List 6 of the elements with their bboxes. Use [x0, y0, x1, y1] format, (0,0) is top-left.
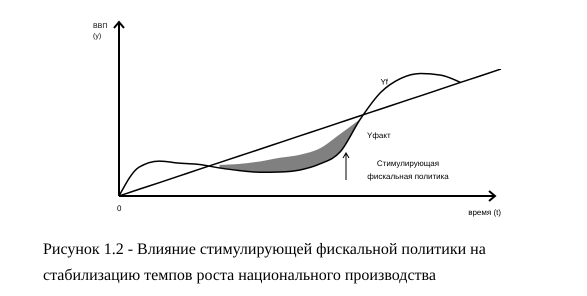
text: 0: [117, 204, 122, 213]
text: Рисунок 1.2 - Влияние стимулирующей фискальной политики на стабилизацию темпов роста национального производства: [43, 240, 487, 286]
x-axis-title: время (t): [468, 208, 502, 217]
annotation: Yфакт: [367, 131, 391, 140]
annotation: Стимулирующая фискальная политика: [367, 159, 450, 181]
series-label: Yf: [380, 78, 389, 87]
